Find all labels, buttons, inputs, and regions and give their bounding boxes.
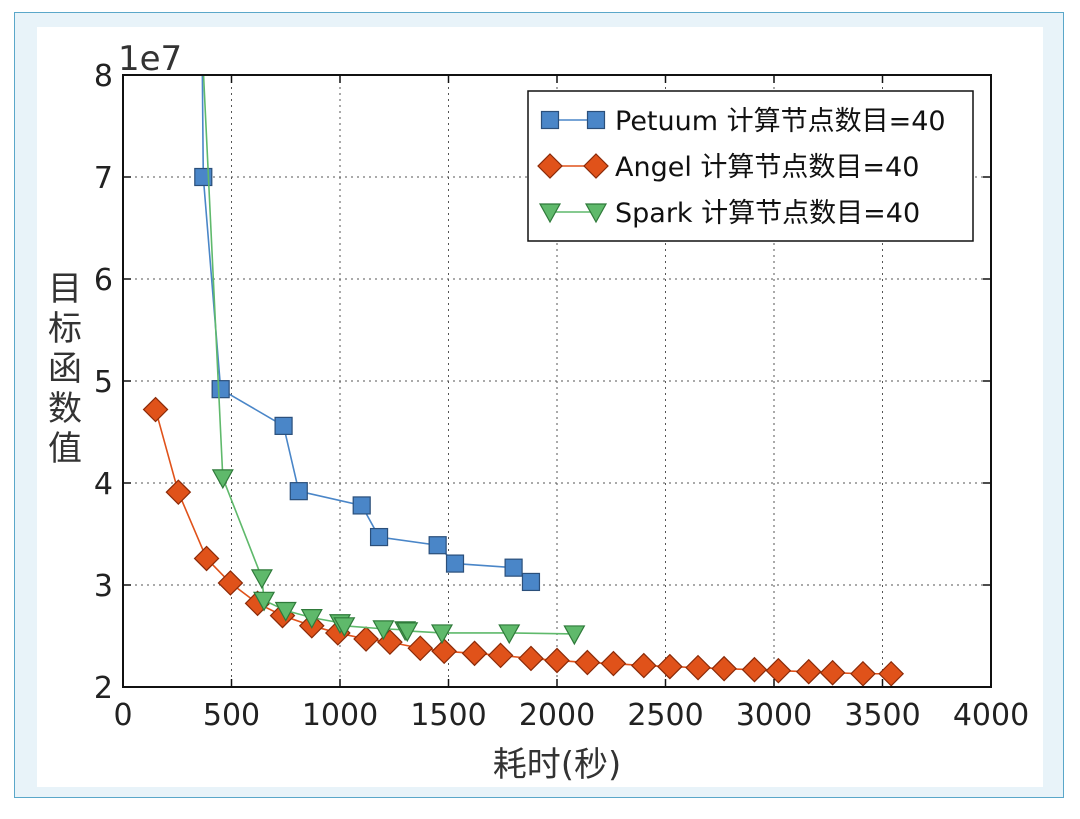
data-point xyxy=(217,570,244,596)
x-axis-label: 耗时(秒) xyxy=(493,745,622,785)
data-point xyxy=(353,626,379,652)
data-point xyxy=(461,640,488,667)
y-tick-label: 5 xyxy=(94,365,113,400)
x-tick-label: 3500 xyxy=(844,698,920,733)
data-point xyxy=(300,609,323,629)
y-tick-label: 7 xyxy=(94,161,113,196)
x-tick-label: 1500 xyxy=(410,698,486,733)
data-point xyxy=(372,620,395,641)
x-tick-label: 2000 xyxy=(519,698,595,733)
data-point xyxy=(407,635,434,662)
data-point xyxy=(795,658,822,685)
legend-entry: Angel 计算节点数目=40 xyxy=(537,152,919,183)
data-point xyxy=(819,659,846,686)
y-axis-label-text: 目标函数值 xyxy=(48,269,82,469)
data-point xyxy=(250,569,273,590)
data-point xyxy=(428,536,447,555)
legend-label: Petuum 计算节点数目=40 xyxy=(615,106,946,137)
x-tick-label: 0 xyxy=(113,698,132,733)
legend-marker xyxy=(540,110,560,130)
legend-marker xyxy=(537,153,563,179)
data-point xyxy=(274,601,297,622)
y-tick-label: 4 xyxy=(94,467,113,502)
data-point xyxy=(711,655,737,682)
legend: Petuum 计算节点数目=40 Angel 计算节点数目=40 Spark 计算节… xyxy=(527,90,974,242)
x-tick-label: 500 xyxy=(203,698,260,733)
data-point xyxy=(289,482,308,501)
data-point xyxy=(487,642,514,669)
y-tick-label: 6 xyxy=(94,263,113,298)
legend-marker xyxy=(538,203,562,224)
legend-marker xyxy=(586,110,606,130)
x-tick-label: 3000 xyxy=(736,698,812,733)
legend-marker xyxy=(584,203,608,224)
data-point xyxy=(544,647,570,674)
y-tick-label: 2 xyxy=(94,671,113,706)
data-point xyxy=(574,649,601,676)
data-point xyxy=(563,625,586,646)
data-point xyxy=(211,380,230,399)
data-point xyxy=(630,652,657,679)
legend-label: Angel 计算节点数目=40 xyxy=(615,152,919,183)
data-point xyxy=(685,654,711,681)
data-point xyxy=(191,16,211,34)
legend-entry: Spark 计算节点数目=40 xyxy=(538,198,920,229)
x-tick-label: 1000 xyxy=(302,698,378,733)
data-point xyxy=(878,660,905,687)
y-offset-text: 1e7 xyxy=(118,39,182,79)
series-1 xyxy=(194,75,541,592)
y-tick-label: 8 xyxy=(94,59,113,94)
series-layer xyxy=(142,16,905,687)
data-point xyxy=(193,545,220,572)
data-point xyxy=(253,591,276,612)
data-point xyxy=(498,624,521,645)
data-point xyxy=(369,527,389,547)
data-point xyxy=(142,396,169,423)
data-point xyxy=(521,572,541,592)
data-point xyxy=(600,650,627,677)
data-point xyxy=(431,638,458,665)
data-point xyxy=(396,622,419,643)
x-tick-label: 4000 xyxy=(953,698,1029,733)
ticks: 0 500 1000 1500 2000 2500 3000 3500 4000 2 3 4 5 6 7 8 xyxy=(94,59,1029,733)
series-2 xyxy=(142,396,905,687)
data-point xyxy=(504,558,523,577)
data-point xyxy=(430,624,454,645)
data-point xyxy=(741,656,768,683)
x-tick-label: 2500 xyxy=(627,698,703,733)
data-point xyxy=(850,660,876,687)
data-point xyxy=(274,416,293,435)
data-point xyxy=(352,496,371,515)
data-point xyxy=(445,554,465,573)
data-point xyxy=(165,479,192,506)
series-3 xyxy=(191,16,586,646)
data-point xyxy=(765,657,792,684)
y-axis-label: 目标函数值 xyxy=(48,269,82,469)
data-point xyxy=(211,469,234,490)
legend-label: Spark 计算节点数目=40 xyxy=(615,198,920,229)
y-tick-label: 3 xyxy=(94,569,113,604)
data-point xyxy=(656,653,683,680)
legend-entry: Petuum 计算节点数目=40 xyxy=(540,106,946,137)
data-point xyxy=(333,617,356,638)
legend-marker xyxy=(583,153,609,179)
data-point xyxy=(518,645,544,672)
